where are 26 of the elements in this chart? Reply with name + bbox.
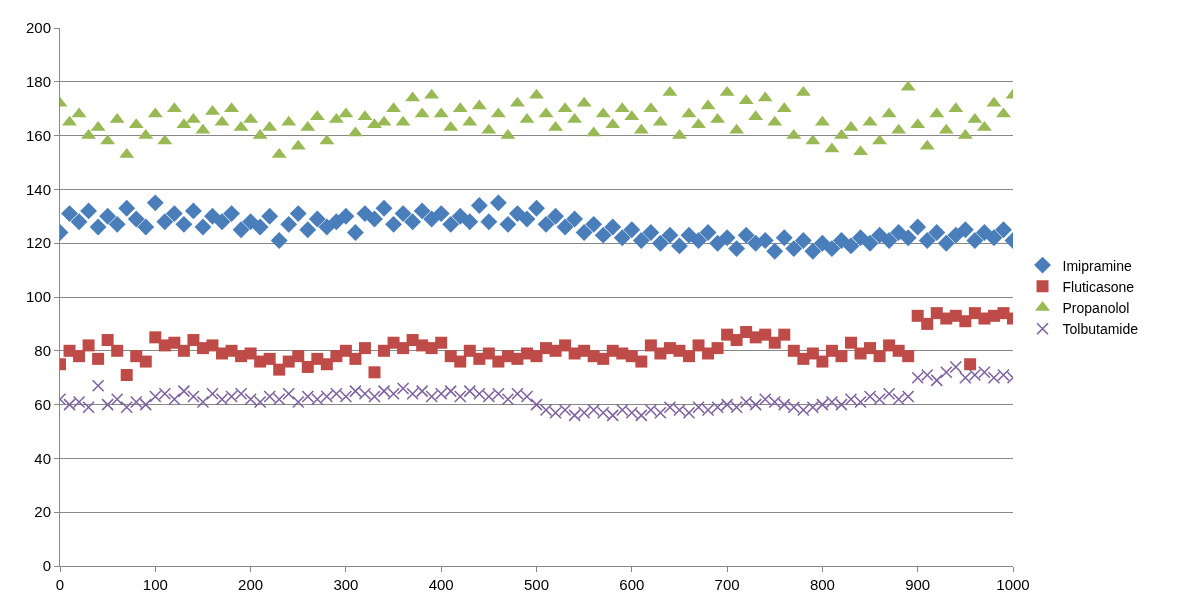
y-tick-label: 160: [25, 126, 51, 144]
y-tick-label: 20: [34, 503, 51, 521]
legend-label: Fluticasone: [1062, 278, 1135, 295]
y-tick-label: 80: [34, 342, 51, 360]
y-tick-label: 0: [42, 557, 51, 575]
x-tick-label: 700: [714, 576, 740, 593]
y-tick-label: 120: [25, 234, 51, 252]
x-tick-label: 300: [333, 576, 359, 593]
y-tick-label: 40: [34, 449, 51, 467]
legend-label: Imipramine: [1062, 257, 1132, 274]
y-tick-label: 140: [25, 180, 51, 198]
legend-label: Tolbutamide: [1062, 321, 1139, 338]
y-tick-label: 200: [25, 19, 51, 37]
legend-label: Propanolol: [1062, 299, 1130, 316]
x-tick-label: 0: [55, 576, 65, 593]
y-tick-label: 180: [25, 73, 51, 91]
x-tick-label: 800: [809, 576, 835, 593]
x-tick-label: 400: [428, 576, 454, 593]
x-tick-label: 200: [238, 576, 264, 593]
x-tick-label: 900: [905, 576, 931, 593]
y-tick-label: 100: [25, 288, 51, 306]
y-tick-label: 60: [34, 395, 51, 413]
x-tick-label: 500: [523, 576, 550, 593]
x-tick-label: 600: [619, 576, 645, 593]
x-tick-label: 1000: [996, 576, 1030, 593]
x-tick-label: 100: [142, 576, 168, 593]
